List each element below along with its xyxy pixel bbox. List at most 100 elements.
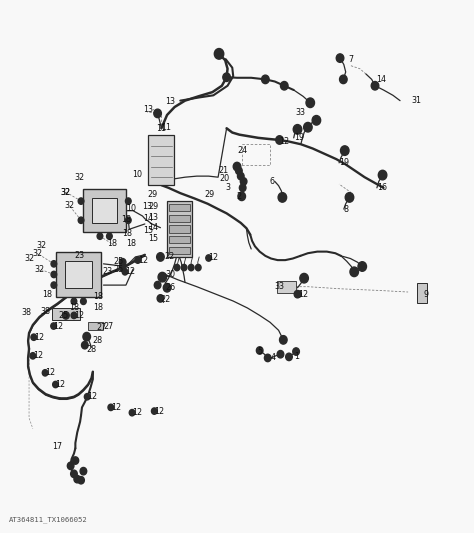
- Circle shape: [312, 116, 320, 125]
- Circle shape: [306, 98, 315, 108]
- Circle shape: [350, 267, 358, 277]
- Text: 13: 13: [143, 105, 153, 114]
- Text: 10: 10: [132, 170, 142, 179]
- Text: 12: 12: [111, 403, 121, 412]
- Text: 12: 12: [34, 333, 44, 342]
- Text: 5: 5: [257, 347, 263, 356]
- Circle shape: [378, 170, 387, 180]
- Text: 33: 33: [274, 282, 284, 291]
- Text: 12: 12: [209, 254, 219, 262]
- Circle shape: [188, 264, 194, 271]
- Text: 14: 14: [148, 223, 158, 232]
- Circle shape: [163, 284, 171, 292]
- Text: 23: 23: [102, 268, 112, 276]
- Text: 30: 30: [165, 270, 175, 279]
- Bar: [83, 189, 126, 232]
- Text: 12: 12: [132, 408, 142, 417]
- Bar: [417, 283, 428, 303]
- Circle shape: [83, 333, 91, 341]
- Circle shape: [293, 348, 300, 356]
- Circle shape: [277, 351, 284, 358]
- Text: 2: 2: [237, 192, 242, 201]
- Circle shape: [293, 125, 302, 134]
- Text: 20: 20: [219, 174, 229, 183]
- Text: 22: 22: [160, 295, 170, 304]
- Text: 19: 19: [294, 133, 304, 142]
- Text: 32: 32: [35, 265, 45, 273]
- Circle shape: [81, 298, 86, 304]
- Circle shape: [108, 404, 114, 410]
- Circle shape: [340, 146, 349, 156]
- Text: 18: 18: [123, 229, 133, 238]
- Circle shape: [82, 342, 88, 349]
- Bar: [167, 201, 191, 257]
- Text: 32: 32: [36, 241, 46, 250]
- Circle shape: [78, 198, 84, 204]
- Circle shape: [276, 136, 283, 144]
- Circle shape: [174, 264, 180, 271]
- Circle shape: [158, 272, 166, 282]
- Circle shape: [78, 477, 84, 484]
- Text: 14: 14: [143, 214, 154, 223]
- Circle shape: [181, 264, 187, 271]
- Text: 18: 18: [126, 239, 136, 248]
- Circle shape: [71, 298, 77, 304]
- Circle shape: [237, 172, 244, 180]
- Text: 31: 31: [412, 96, 422, 105]
- Text: 32: 32: [25, 254, 35, 263]
- Text: AT364811_TX1066052: AT364811_TX1066052: [9, 516, 88, 523]
- Circle shape: [31, 334, 36, 341]
- Text: 18: 18: [93, 303, 103, 312]
- Circle shape: [345, 192, 354, 202]
- Circle shape: [195, 264, 201, 271]
- Text: 18: 18: [93, 292, 103, 301]
- Bar: [169, 225, 190, 233]
- Text: 6: 6: [270, 177, 275, 186]
- Text: 11: 11: [161, 123, 172, 132]
- Circle shape: [129, 409, 135, 416]
- Text: 3: 3: [226, 183, 231, 192]
- Text: 28: 28: [93, 336, 103, 345]
- Text: 15: 15: [143, 226, 153, 235]
- Circle shape: [71, 312, 77, 319]
- Text: 32: 32: [32, 249, 42, 258]
- Circle shape: [240, 177, 247, 185]
- Circle shape: [371, 82, 379, 90]
- Text: 27: 27: [96, 323, 106, 332]
- Bar: [169, 236, 190, 244]
- Circle shape: [67, 462, 74, 470]
- Bar: [169, 247, 190, 254]
- Bar: [92, 198, 118, 223]
- Circle shape: [51, 271, 57, 278]
- Text: 16: 16: [377, 183, 387, 192]
- Circle shape: [206, 255, 211, 261]
- Circle shape: [107, 233, 112, 239]
- Text: 29: 29: [148, 190, 158, 199]
- Bar: [148, 135, 174, 185]
- Text: 38: 38: [40, 307, 50, 316]
- Circle shape: [71, 470, 77, 478]
- Text: 8: 8: [344, 205, 349, 214]
- Circle shape: [281, 82, 288, 90]
- Text: 18: 18: [69, 303, 79, 312]
- Text: 13: 13: [165, 97, 175, 106]
- Text: 12: 12: [45, 368, 55, 377]
- Text: 24: 24: [237, 146, 247, 155]
- Bar: [277, 281, 296, 293]
- Bar: [169, 204, 190, 212]
- Text: 26: 26: [165, 283, 175, 292]
- Circle shape: [278, 192, 287, 202]
- Text: 25: 25: [58, 311, 68, 320]
- Circle shape: [80, 467, 87, 475]
- Circle shape: [30, 353, 36, 359]
- Circle shape: [214, 49, 224, 59]
- Text: 12: 12: [138, 256, 148, 264]
- Text: 12: 12: [74, 311, 84, 320]
- Circle shape: [256, 347, 263, 354]
- Text: 13: 13: [142, 203, 152, 212]
- Circle shape: [97, 233, 103, 239]
- Circle shape: [84, 393, 90, 400]
- Text: 32: 32: [61, 188, 71, 197]
- Circle shape: [78, 217, 84, 223]
- Circle shape: [119, 259, 126, 266]
